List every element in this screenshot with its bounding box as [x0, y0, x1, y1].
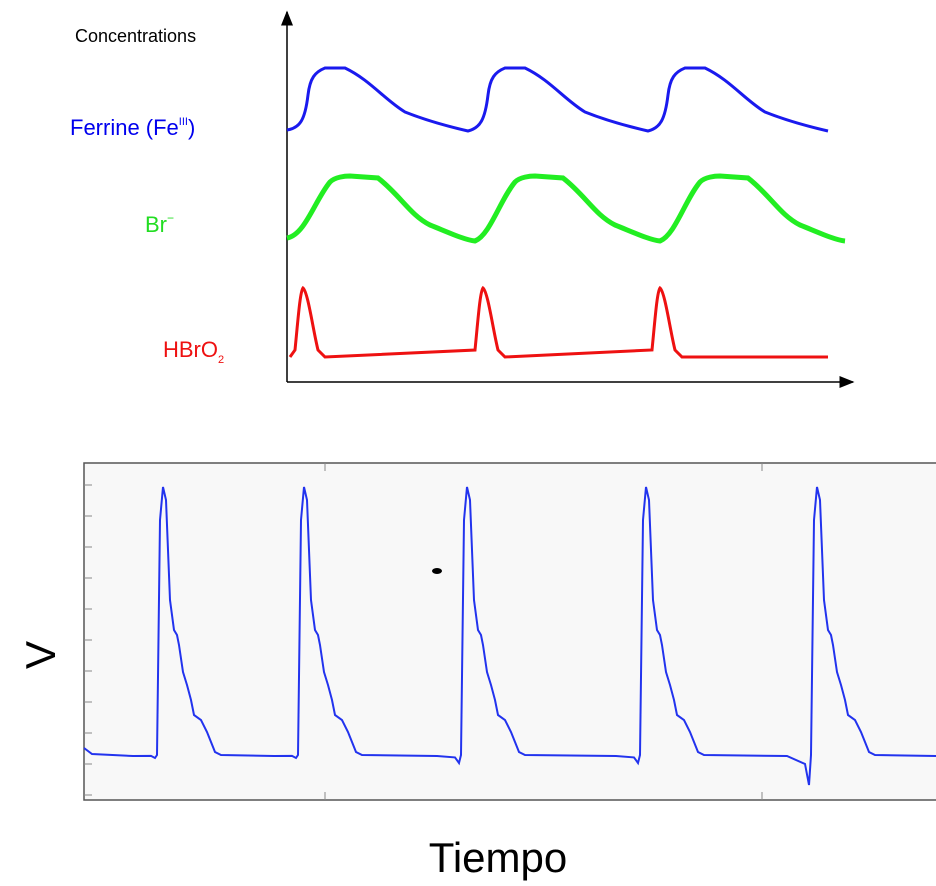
ferrine-curve — [286, 66, 829, 133]
voltage-trace — [83, 486, 936, 786]
ticks — [84, 463, 763, 800]
species-label: HBrO2 — [163, 337, 224, 366]
trace — [83, 486, 936, 786]
bromide-curve — [286, 173, 846, 244]
curves — [286, 66, 846, 359]
dot — [432, 568, 442, 574]
y-axis-label: Concentrations — [75, 26, 196, 46]
species-label: Br− — [145, 211, 174, 237]
plot-area — [83, 462, 936, 801]
hbro2-curve — [288, 285, 828, 359]
y-axis-label: V — [17, 641, 64, 669]
species-label: Ferrine (FeIII) — [70, 115, 195, 140]
x-axis-label: Tiempo — [429, 834, 568, 881]
